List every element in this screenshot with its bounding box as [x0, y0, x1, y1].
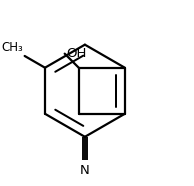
Text: OH: OH	[66, 47, 87, 60]
Text: N: N	[80, 163, 90, 177]
Text: CH₃: CH₃	[1, 41, 23, 54]
